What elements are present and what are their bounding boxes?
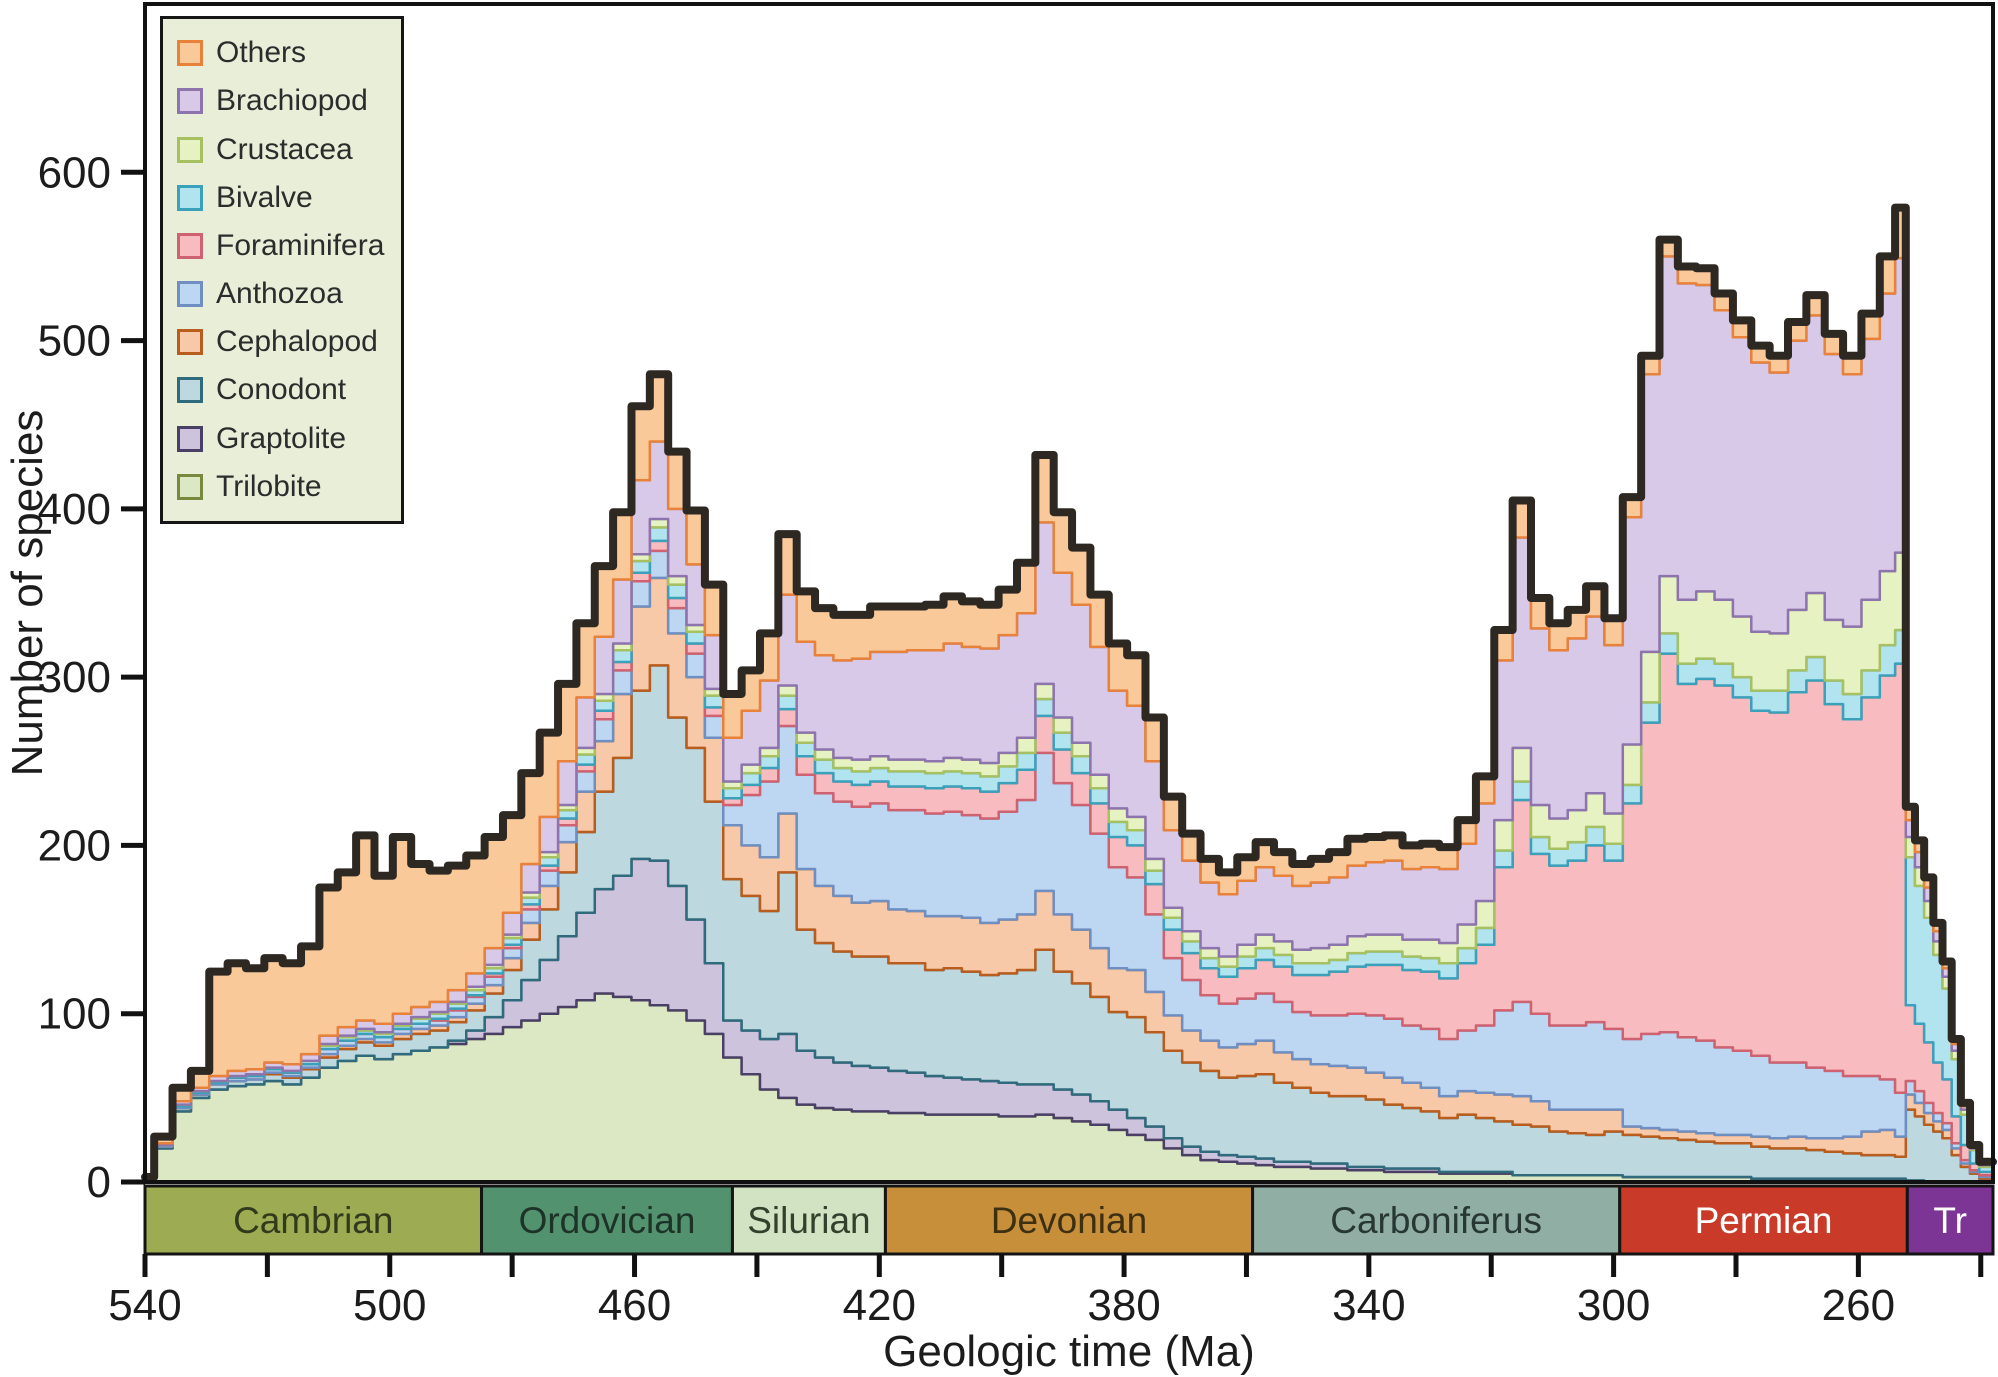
legend-swatch-others bbox=[177, 40, 203, 67]
legend-swatch-anthozoa bbox=[177, 281, 203, 308]
y-tick-label-0: 0 bbox=[87, 1158, 111, 1207]
y-axis-title: Number of species bbox=[3, 409, 52, 777]
legend-swatch-bivalve bbox=[177, 184, 203, 211]
y-tick-label-500: 500 bbox=[38, 317, 111, 366]
x-tick-label-260: 260 bbox=[1822, 1281, 1895, 1330]
legend-item-others: Others bbox=[177, 33, 401, 73]
legend-swatch-graptolite bbox=[177, 425, 203, 452]
period-label-cambrian: Cambrian bbox=[233, 1200, 393, 1241]
legend-swatch-conodont bbox=[177, 377, 203, 404]
legend-label-graptolite: Graptolite bbox=[216, 421, 347, 455]
period-label-ordovician: Ordovician bbox=[519, 1200, 696, 1241]
plot-frame bbox=[143, 2, 1995, 1184]
period-label-permian: Permian bbox=[1695, 1200, 1833, 1241]
period-band-carboniferus bbox=[1251, 1184, 1622, 1256]
legend-item-graptolite: Graptolite bbox=[177, 419, 401, 459]
x-tick-label-420: 420 bbox=[843, 1281, 916, 1330]
period-band-cambrian bbox=[143, 1184, 484, 1256]
y-tick-label-100: 100 bbox=[38, 990, 111, 1039]
legend-label-others: Others bbox=[216, 36, 307, 70]
y-tick-label-200: 200 bbox=[38, 821, 111, 870]
legend-item-conodont: Conodont bbox=[177, 370, 401, 410]
legend-label-foraminifera: Foraminifera bbox=[216, 228, 385, 262]
legend-label-cephalopod: Cephalopod bbox=[216, 325, 378, 359]
legend-swatch-cephalopod bbox=[177, 329, 203, 356]
period-band-tr bbox=[1905, 1184, 1995, 1256]
legend: Others Brachiopod Crustacea Bivalve Foramini… bbox=[160, 16, 404, 524]
period-label-silurian: Silurian bbox=[747, 1200, 870, 1241]
x-tick-label-340: 340 bbox=[1332, 1281, 1405, 1330]
legend-item-bivalve: Bivalve bbox=[177, 178, 401, 218]
x-tick-label-460: 460 bbox=[598, 1281, 671, 1330]
period-label-tr: Tr bbox=[1933, 1200, 1967, 1241]
x-axis-title: Geologic time (Ma) bbox=[883, 1327, 1255, 1376]
y-tick-label-300: 300 bbox=[38, 653, 111, 702]
legend-label-crustacea: Crustacea bbox=[216, 132, 353, 166]
total-species-line bbox=[141, 203, 1997, 1181]
legend-swatch-brachiopod bbox=[177, 88, 203, 115]
legend-item-brachiopod: Brachiopod bbox=[177, 81, 401, 121]
legend-swatch-foraminifera bbox=[177, 232, 203, 259]
x-tick-label-540: 540 bbox=[108, 1281, 181, 1330]
legend-item-trilobite: Trilobite bbox=[177, 467, 401, 507]
x-tick-label-500: 500 bbox=[353, 1281, 426, 1330]
y-tick-label-600: 600 bbox=[38, 148, 111, 197]
legend-label-trilobite: Trilobite bbox=[216, 469, 322, 503]
legend-label-conodont: Conodont bbox=[216, 373, 347, 407]
legend-label-brachiopod: Brachiopod bbox=[216, 84, 368, 118]
period-label-carboniferus: Carboniferus bbox=[1330, 1200, 1542, 1241]
x-tick-label-300: 300 bbox=[1577, 1281, 1650, 1330]
legend-item-cephalopod: Cephalopod bbox=[177, 322, 401, 362]
legend-item-anthozoa: Anthozoa bbox=[177, 274, 401, 314]
legend-swatch-crustacea bbox=[177, 136, 203, 163]
x-tick-label-380: 380 bbox=[1087, 1281, 1160, 1330]
legend-label-anthozoa: Anthozoa bbox=[216, 277, 343, 311]
legend-label-bivalve: Bivalve bbox=[216, 180, 313, 214]
period-label-devonian: Devonian bbox=[991, 1200, 1147, 1241]
legend-item-crustacea: Crustacea bbox=[177, 130, 401, 170]
legend-item-foraminifera: Foraminifera bbox=[177, 226, 401, 266]
legend-swatch-trilobite bbox=[177, 473, 203, 500]
period-band-permian bbox=[1618, 1184, 1909, 1256]
y-tick-label-400: 400 bbox=[38, 485, 111, 534]
